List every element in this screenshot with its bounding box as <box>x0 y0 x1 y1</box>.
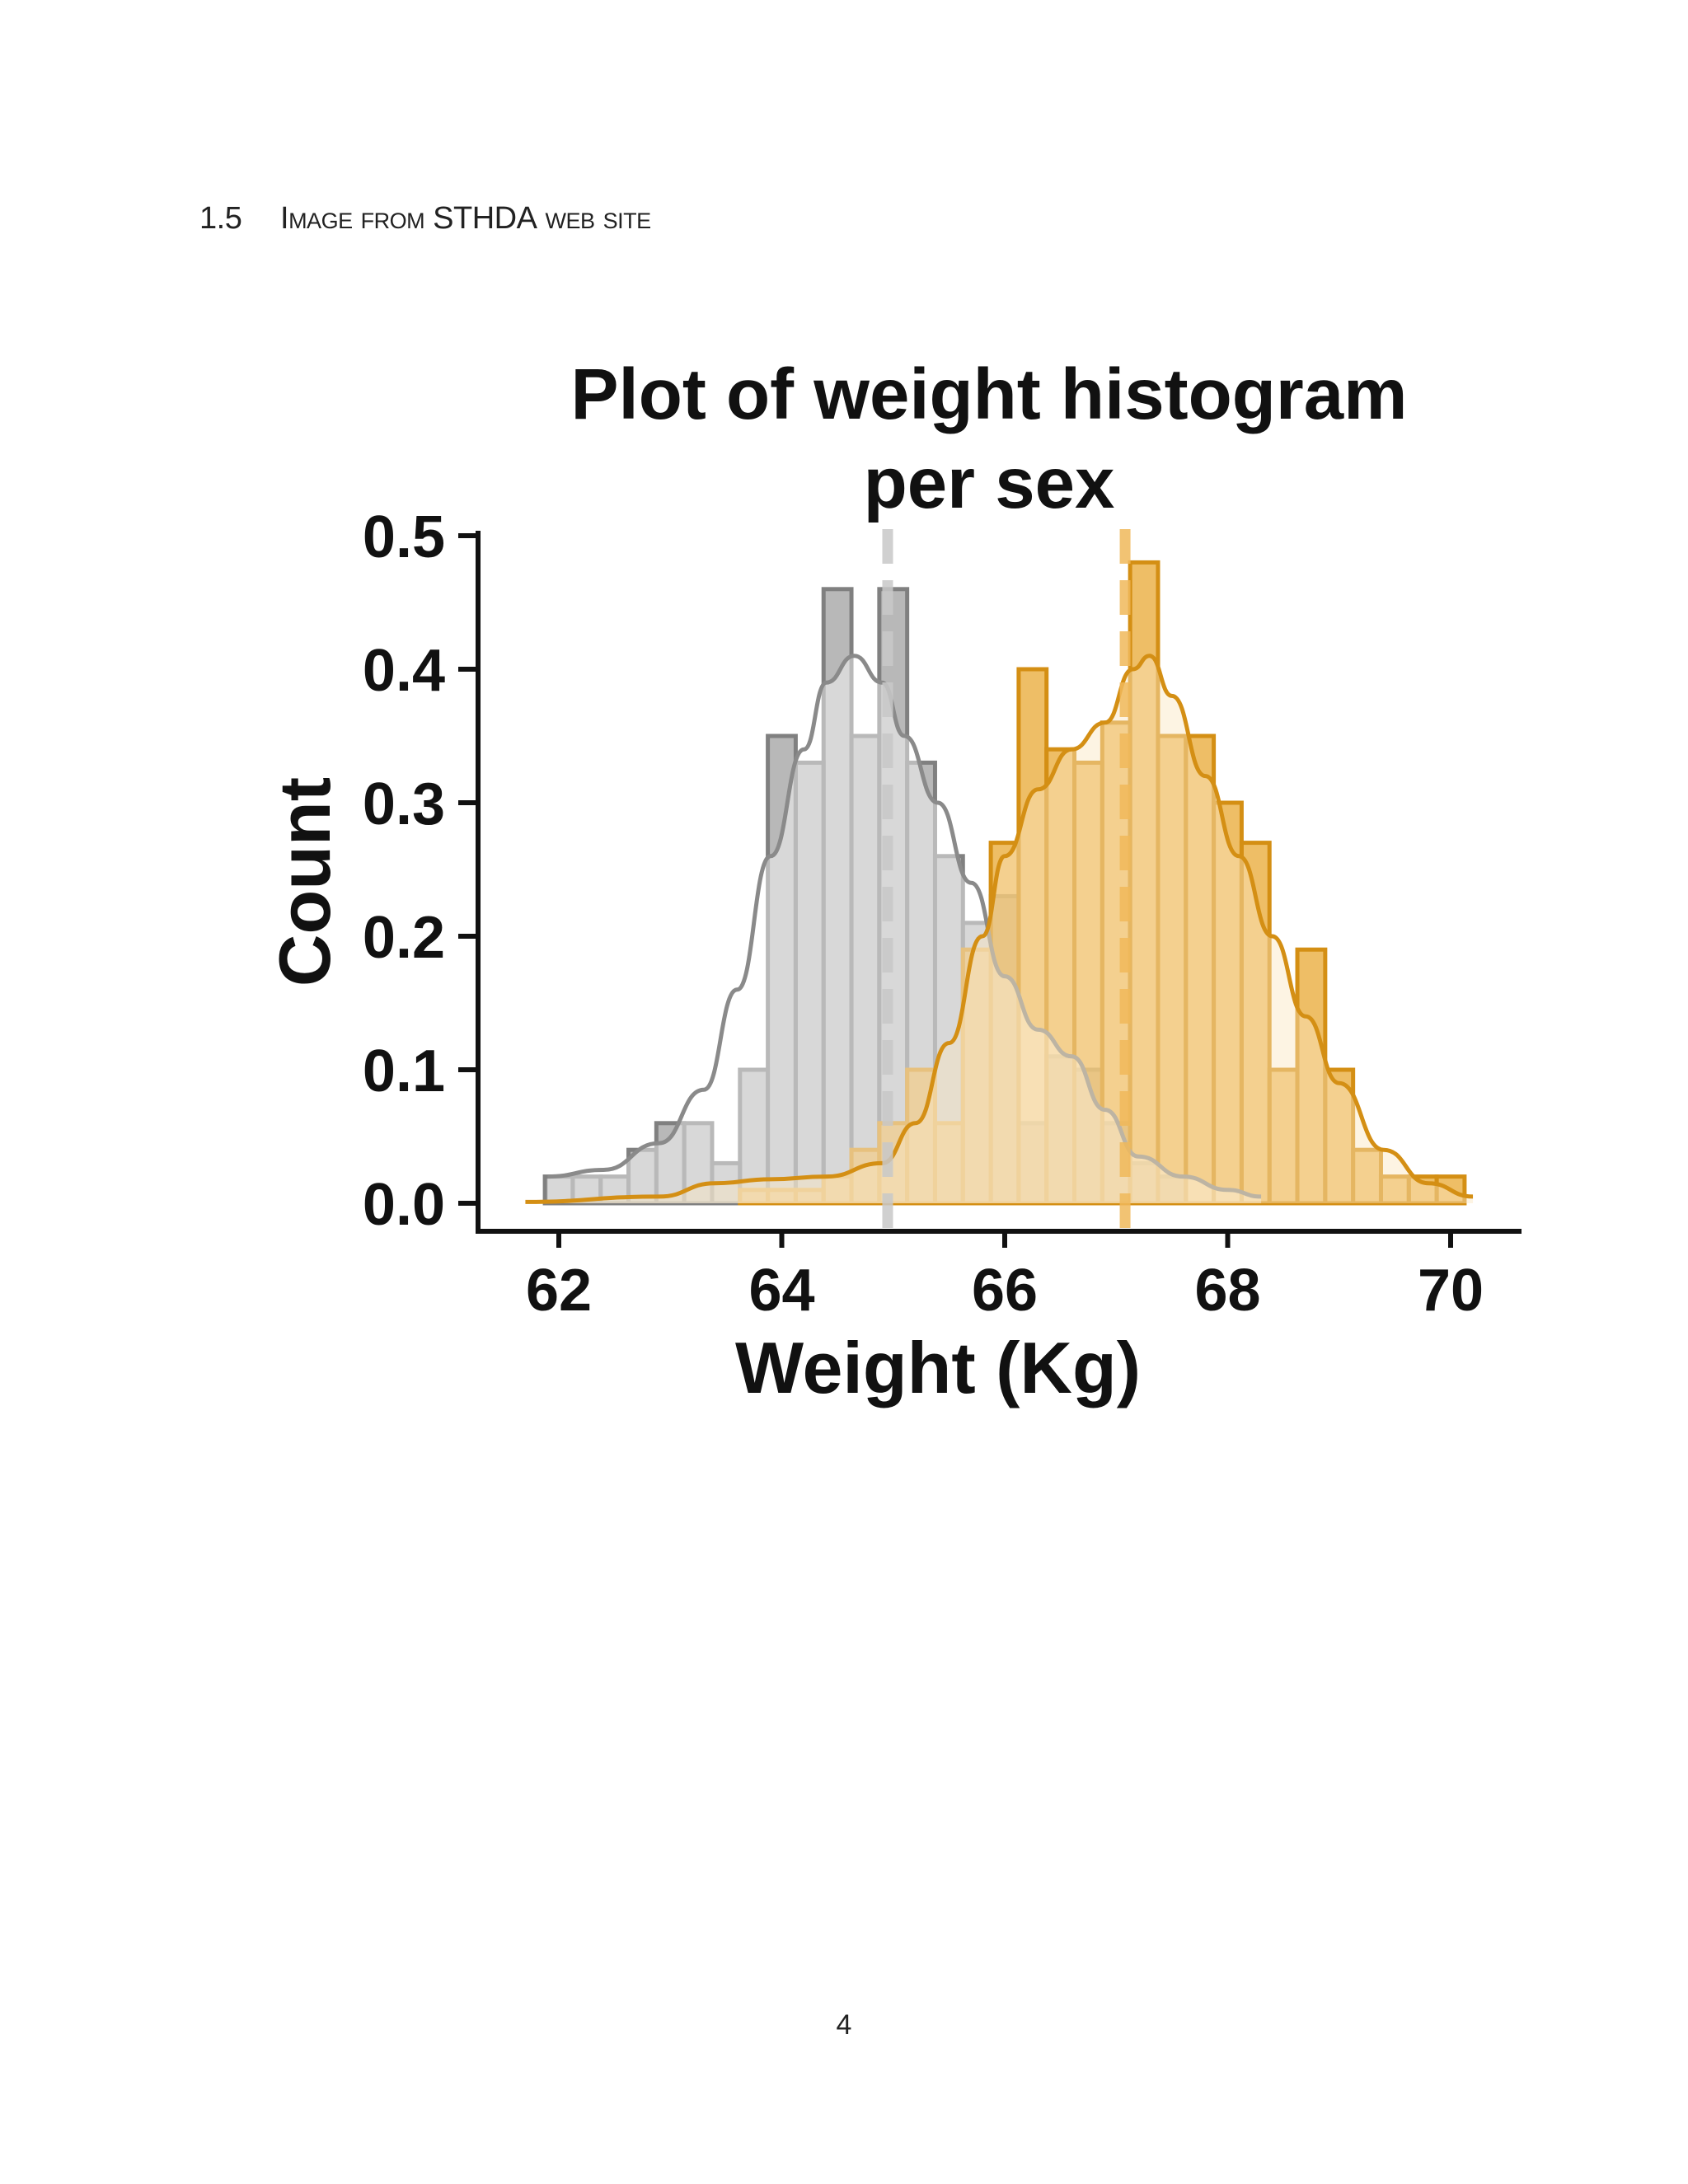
series-2-bar <box>1072 760 1104 1206</box>
y-axis-label: Count <box>264 777 345 987</box>
x-axis-label: Weight (Kg) <box>735 1327 1141 1408</box>
chart-title: Plot of weight histogram per sex <box>0 350 1688 528</box>
series-2-bar <box>960 947 993 1206</box>
density-curves <box>525 654 1474 1204</box>
series-1-bar <box>793 760 826 1206</box>
series-2-density-curve <box>525 654 1474 1204</box>
series-2-bar <box>1267 1067 1300 1206</box>
series-2-bar <box>1212 800 1244 1206</box>
series-2-bar <box>1156 733 1189 1206</box>
series-2-bar <box>1323 1067 1356 1206</box>
series-2-density-fill <box>525 655 1474 1203</box>
series-1-bar <box>821 587 854 1206</box>
x-tick-label: 64 <box>748 1258 814 1324</box>
series-2-bar <box>1184 733 1217 1206</box>
y-tick-label: 0.0 <box>363 1172 445 1238</box>
x-tick-label: 70 <box>1418 1258 1484 1324</box>
x-tick-label: 66 <box>972 1258 1038 1324</box>
series-1-density-fill <box>547 655 1262 1203</box>
page-number: 4 <box>836 2009 852 2041</box>
axes: 0.0 0.1 0.2 0.3 0.4 0.5 62 64 66 68 70 <box>363 504 1522 1324</box>
chart-title-line-2: per sex <box>863 443 1115 523</box>
y-tick-label: 0.3 <box>363 771 445 837</box>
y-tick-label: 0.4 <box>363 638 445 704</box>
series-2-bar <box>1295 947 1328 1206</box>
section-heading: 1.5 Image from STHDA web site <box>199 201 651 237</box>
series-2-bar <box>1239 841 1272 1206</box>
x-tick-label: 62 <box>526 1258 592 1324</box>
chart-title-line-1: Plot of weight histogram <box>570 354 1408 434</box>
x-tick-label: 68 <box>1194 1258 1260 1324</box>
series-1-density-curve <box>547 654 1262 1199</box>
y-tick-label: 0.2 <box>363 905 445 971</box>
section-number: 1.5 <box>199 201 242 236</box>
section-title: Image from STHDA web site <box>280 201 651 236</box>
y-tick-label: 0.1 <box>363 1038 445 1104</box>
mean-lines <box>882 529 1131 1230</box>
y-tick-label: 0.5 <box>363 504 445 570</box>
